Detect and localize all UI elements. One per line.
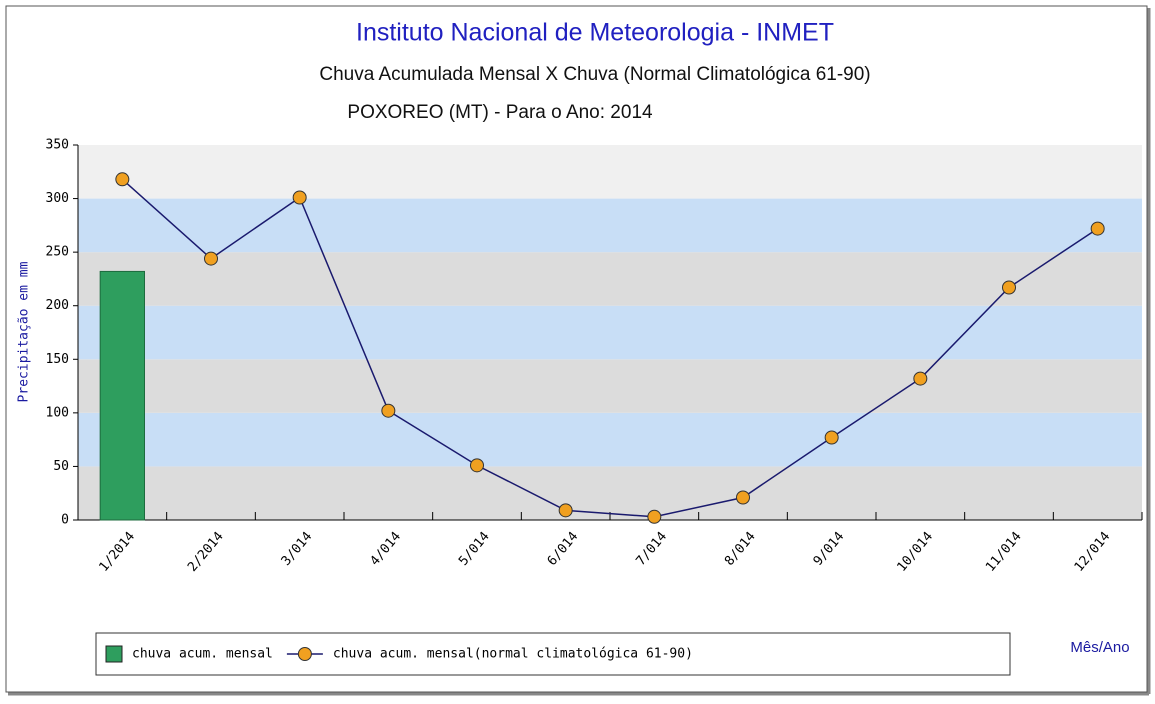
y-tick-label: 50 — [53, 459, 69, 474]
y-tick-label: 0 — [61, 513, 69, 528]
y-axis-label: Precipitação em mm — [17, 261, 32, 402]
grid-band — [78, 252, 1142, 306]
line-marker — [913, 371, 928, 386]
grid-band — [78, 198, 1142, 253]
y-tick-label: 350 — [46, 138, 69, 153]
legend-label: chuva acum. mensal(normal climatológica … — [333, 647, 693, 662]
legend-swatch — [105, 645, 123, 663]
x-axis-label: Mês/Ano — [1070, 639, 1129, 656]
line-marker — [558, 503, 573, 518]
grid-band — [78, 145, 1142, 199]
grid-band — [78, 412, 1142, 467]
line — [121, 178, 1099, 518]
line-marker — [1090, 221, 1105, 236]
bar — [99, 270, 145, 521]
line-marker — [470, 458, 484, 473]
legend — [95, 632, 1011, 676]
line-marker — [1002, 280, 1016, 295]
chart-subtitle: Chuva Acumulada Mensal X Chuva (Normal C… — [319, 64, 870, 85]
line-marker — [824, 430, 839, 445]
line-marker — [736, 490, 750, 505]
line-marker — [292, 190, 307, 205]
line-marker — [204, 251, 218, 266]
chart-title: Instituto Nacional de Meteorologia - INM… — [356, 19, 834, 47]
legend-swatch — [297, 647, 312, 661]
legend-label: chuva acum. mensal — [132, 647, 273, 662]
line-marker — [381, 403, 396, 418]
grid-band — [78, 359, 1142, 413]
grid-band — [78, 466, 1142, 520]
y-tick-label: 150 — [46, 352, 69, 367]
y-tick-label: 300 — [46, 191, 69, 206]
y-tick-label: 250 — [46, 245, 69, 260]
y-tick-label: 100 — [46, 405, 69, 420]
line-marker — [647, 509, 662, 524]
y-tick-label: 200 — [46, 298, 69, 313]
line-marker — [115, 172, 130, 187]
chart-subtitle: POXOREO (MT) - Para o Ano: 2014 — [347, 102, 653, 123]
